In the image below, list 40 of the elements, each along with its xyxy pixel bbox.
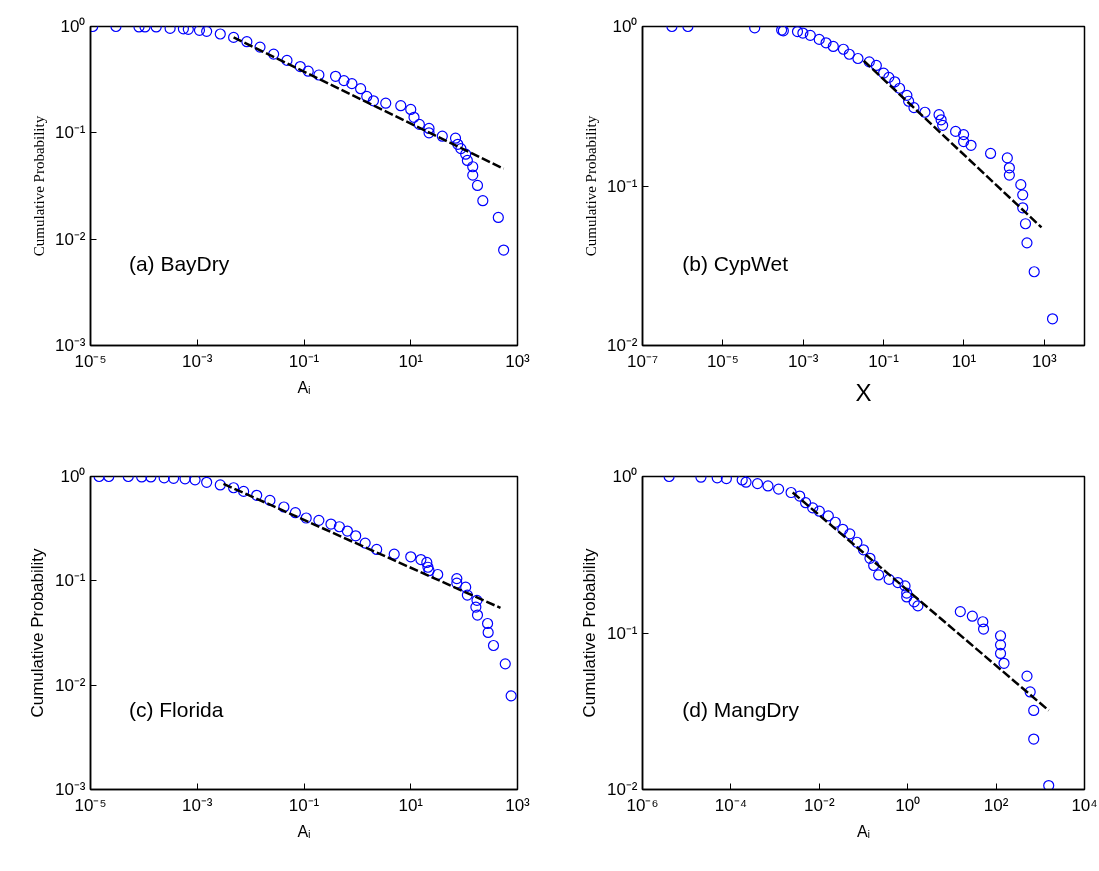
y-tick-label: 10⁻¹ [54,571,86,591]
x-tick-label: 10³ [505,795,531,815]
y-tick-label: 10⁻¹ [606,623,638,643]
y-tick-label: 10⁰ [60,17,86,36]
annotation: (b) CypWet [682,252,789,276]
x-tick-label: 10⁻¹ [868,351,900,371]
x-tick-label: 10³ [1032,351,1057,371]
x-tick-label: 10⁻⁵ [706,351,739,371]
x-tick-label: 10³ [505,351,531,371]
x-tick-label: 10⁻² [804,795,835,815]
x-tick-label: 10² [983,795,1009,815]
y-tick-label: 10⁻² [54,675,86,695]
y-axis-title: Cumulative Probability [30,115,47,257]
x-tick-label: 10¹ [398,351,424,371]
x-tick-label: 10⁴ [1071,795,1098,815]
x-tick-label: 10⁰ [895,795,921,815]
y-tick-label: 10⁻¹ [606,176,638,196]
x-axis-title: X [855,378,872,406]
annotation: (c) Florida [128,697,224,721]
annotation: (a) BayDry [128,252,230,276]
y-tick-label: 10⁻² [54,229,86,249]
x-tick-label: 10¹ [398,795,424,815]
x-tick-label: 10⁻³ [181,351,213,371]
y-tick-label: 10⁰ [612,17,638,36]
y-tick-label: 10⁰ [60,467,86,486]
x-tick-label: 10⁻¹ [288,351,320,371]
x-tick-label: 10⁻¹ [288,795,320,815]
x-tick-label: 10⁻⁴ [714,795,748,815]
y-axis-title: Cumulative Probability [27,547,47,718]
x-axis-title: Aᵢ [297,822,311,840]
y-tick-label: 10⁻¹ [54,123,86,143]
annotation: (d) MangDry [682,697,800,721]
x-axis-title: Aᵢ [856,822,871,840]
x-axis-title: Aᵢ [297,378,311,396]
x-tick-label: 10⁻³ [181,795,213,815]
x-tick-label: 10¹ [951,351,977,371]
y-axis-title: Cumulative Probability [579,547,599,718]
x-tick-label: 10⁻³ [787,351,819,371]
y-tick-label: 10⁰ [612,467,638,486]
y-axis-title: Cumulative Probability [582,115,599,257]
